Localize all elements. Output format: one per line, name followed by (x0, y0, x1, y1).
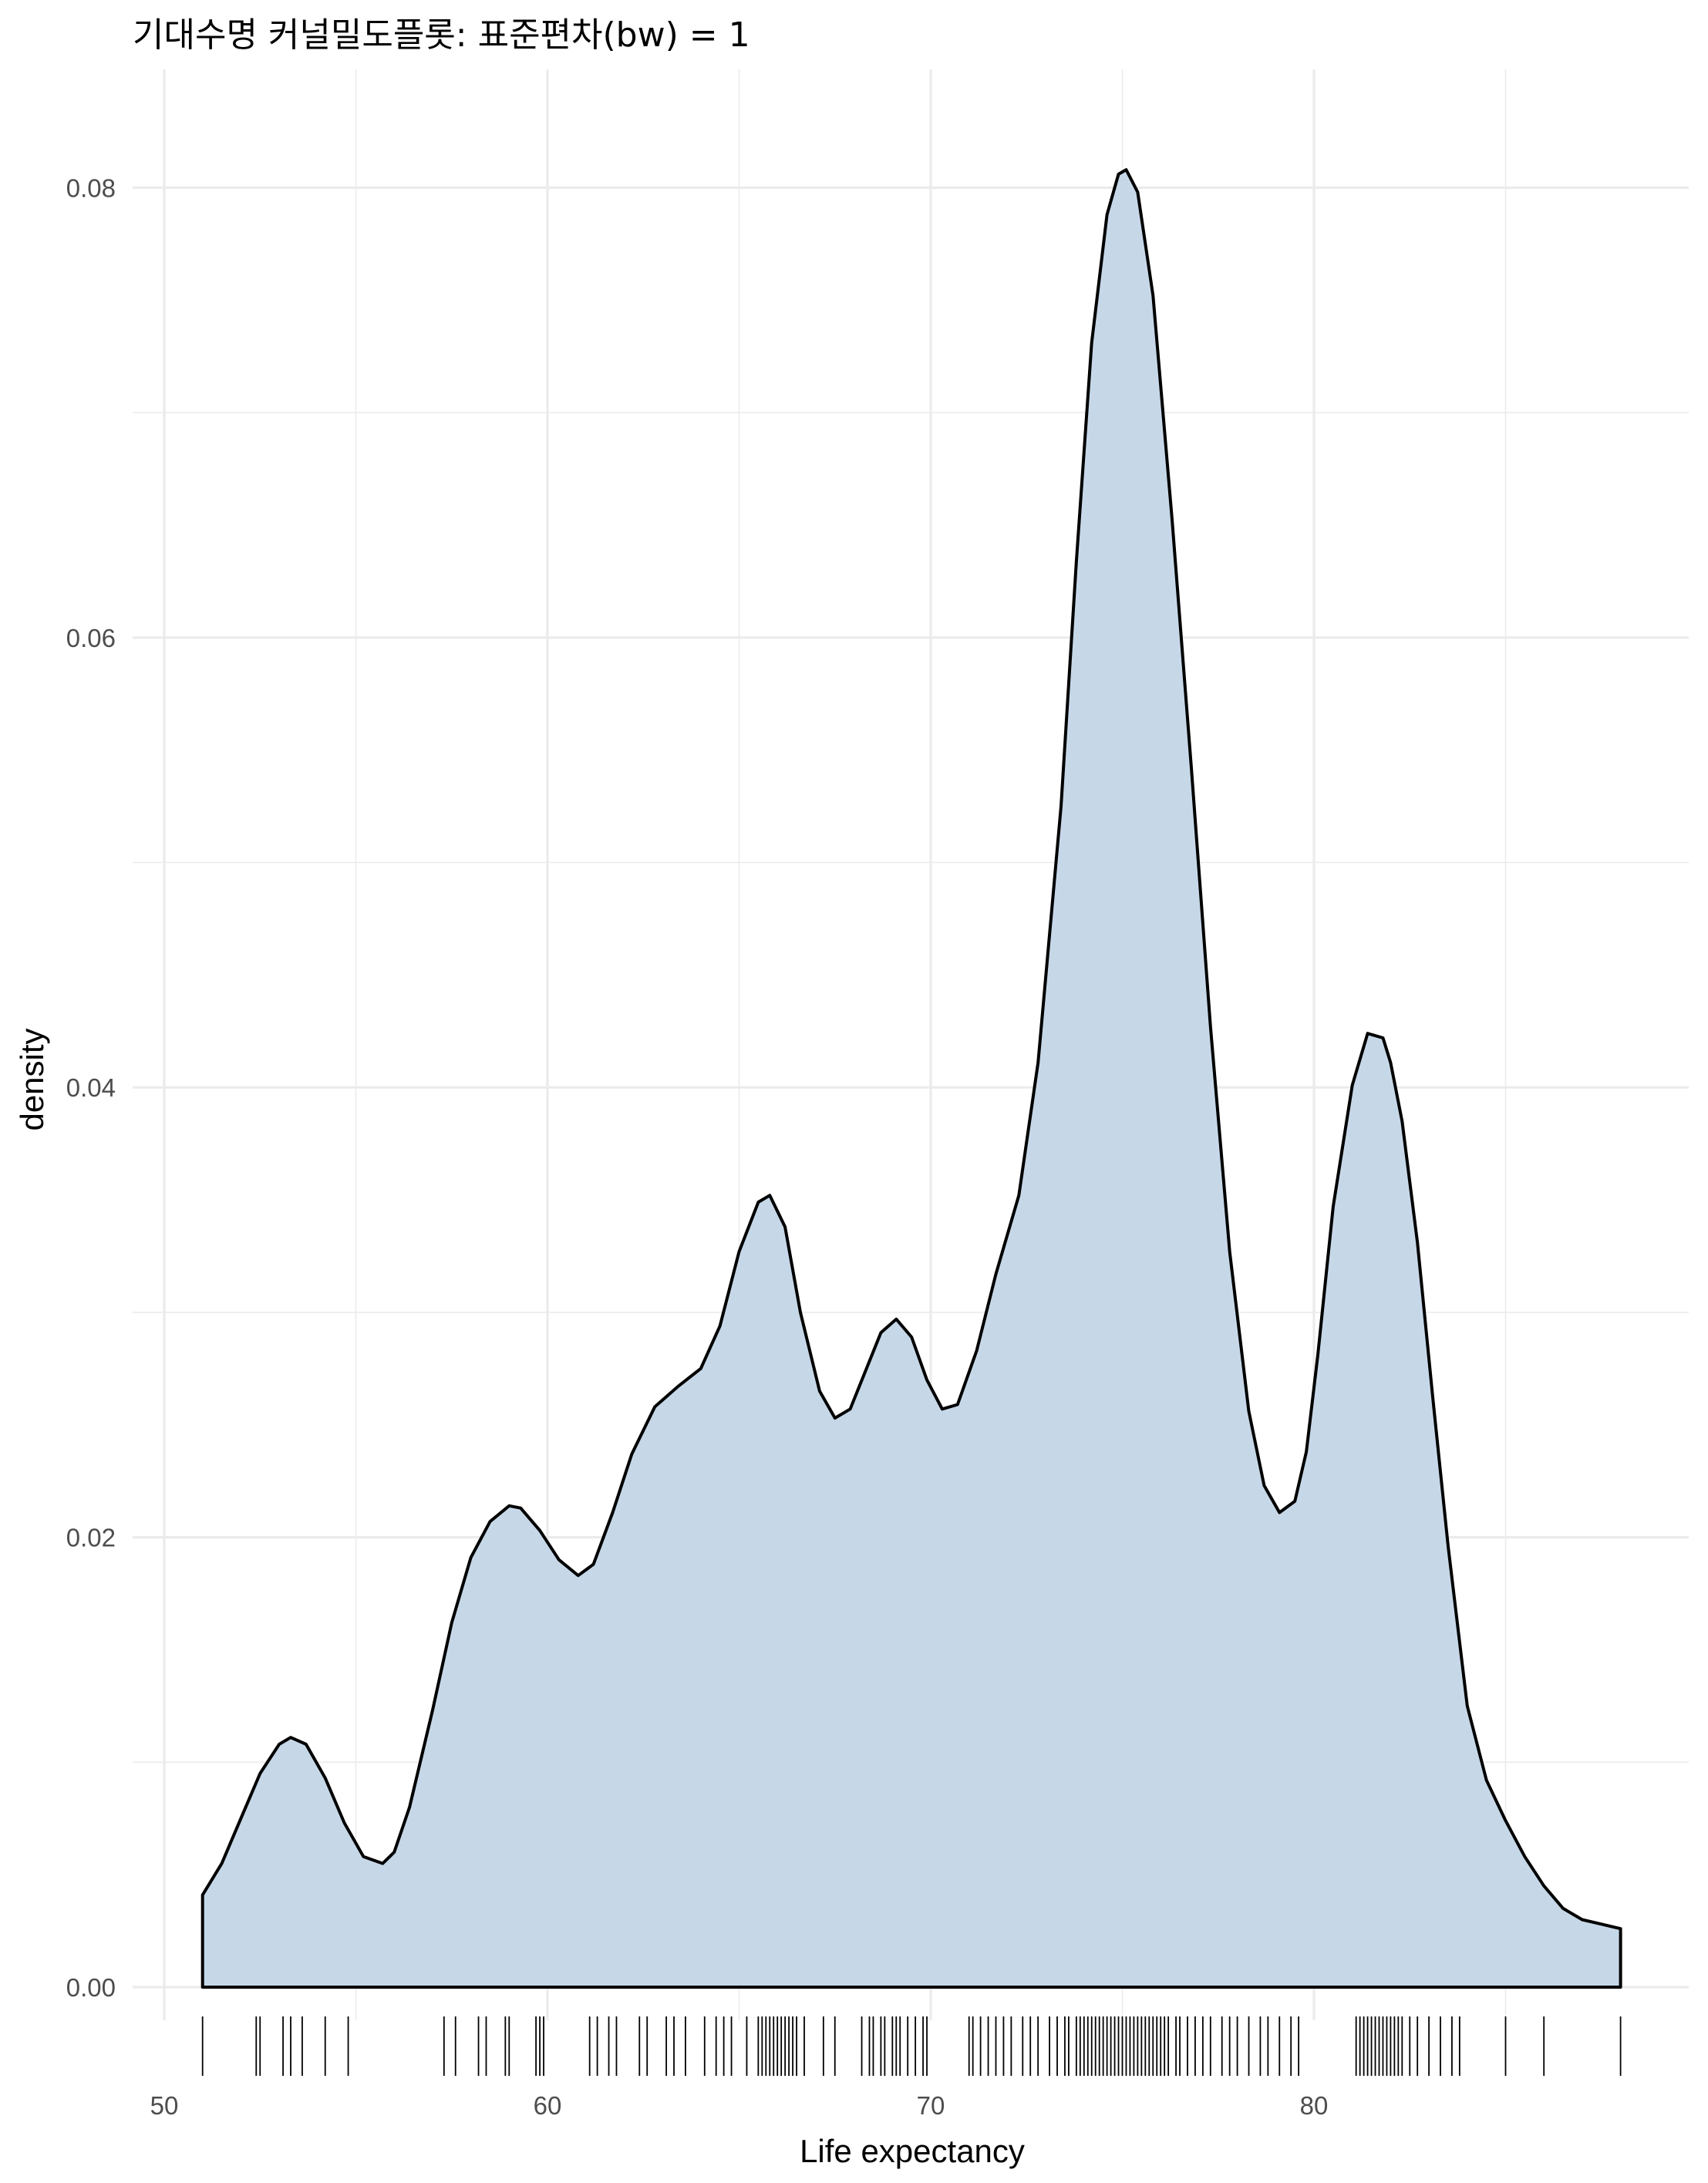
y-tick-label: 0.04 (66, 1073, 116, 1102)
x-tick-label: 80 (1300, 2091, 1329, 2120)
density-curve-area (200, 168, 1622, 1989)
x-tick-label: 60 (534, 2091, 562, 2120)
y-tick-label: 0.08 (66, 173, 116, 202)
x-axis-tick-labels: 50 60 70 80 (150, 2091, 1329, 2120)
y-tick-label: 0.00 (66, 1973, 116, 2002)
y-tick-label: 0.02 (66, 1524, 116, 1552)
y-axis-title: density (14, 1028, 50, 1130)
x-axis-title: Life expectancy (800, 2133, 1025, 2169)
rug-ticks (201, 2016, 1622, 2076)
y-axis-tick-labels: 0.00 0.02 0.04 0.06 0.08 (66, 173, 116, 2002)
x-tick-label: 50 (150, 2091, 179, 2120)
y-tick-label: 0.06 (66, 624, 116, 652)
chart-title: 기대수명 커널밀도플롯: 표준편차(bw) = 1 (133, 15, 750, 55)
x-tick-label: 70 (917, 2091, 945, 2120)
